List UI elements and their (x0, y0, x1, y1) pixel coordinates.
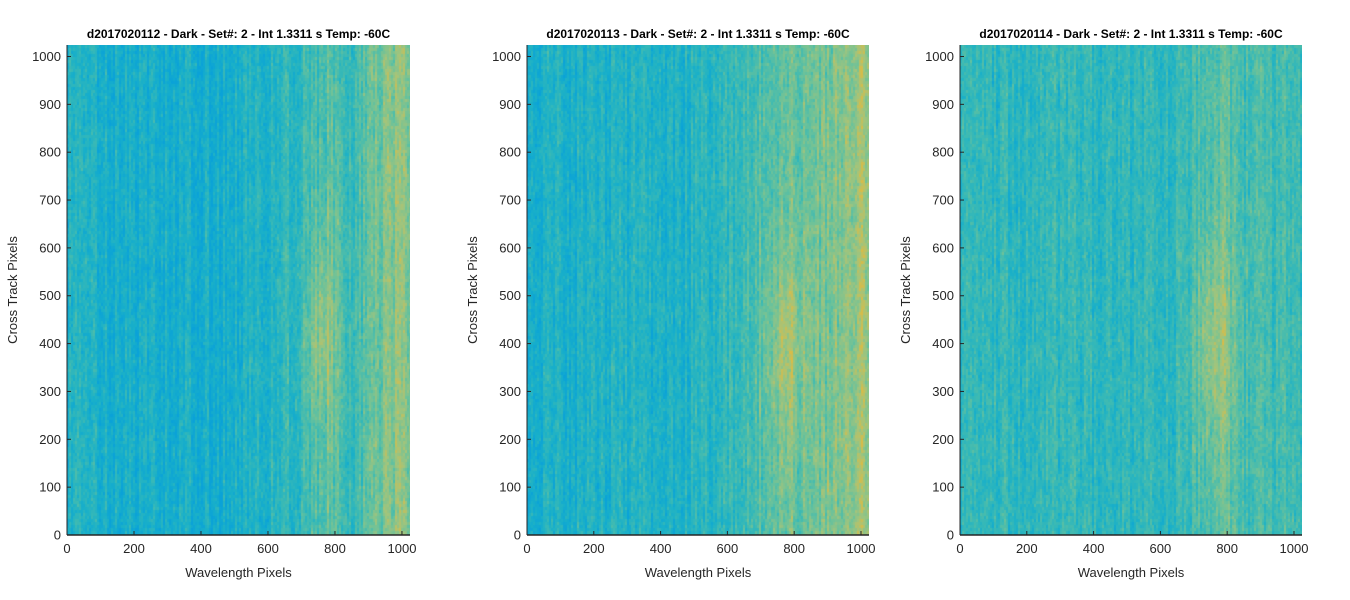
y-tick-label: 200 (39, 432, 61, 447)
y-tick-label: 0 (514, 528, 521, 543)
y-axis-label: Cross Track Pixels (898, 236, 913, 344)
heatmap-image (67, 45, 410, 535)
y-tick-label: 700 (39, 193, 61, 208)
y-tick-label: 800 (39, 145, 61, 160)
y-tick-label: 500 (39, 288, 61, 303)
x-axis-label: Wavelength Pixels (1078, 565, 1185, 580)
chart-panel-2: 0 200 400 600 800 1000 0 100 200 300 400 500 600 700 8… (465, 27, 875, 580)
x-tick-label: 800 (324, 541, 346, 556)
x-tick-label: 600 (257, 541, 279, 556)
y-tick-label: 500 (499, 288, 521, 303)
y-tick-label: 300 (39, 384, 61, 399)
y-tick-label: 200 (499, 432, 521, 447)
y-tick-label: 600 (932, 240, 954, 255)
chart-title: d2017020114 - Dark - Set#: 2 - Int 1.331… (979, 27, 1283, 41)
y-tick-label: 100 (499, 480, 521, 495)
y-tick-label: 800 (932, 145, 954, 160)
y-tick-label: 500 (932, 288, 954, 303)
y-tick-label: 600 (499, 240, 521, 255)
x-tick-label: 600 (1150, 541, 1172, 556)
y-tick-label: 900 (499, 97, 521, 112)
x-axis-label: Wavelength Pixels (185, 565, 292, 580)
y-tick-label: 700 (499, 193, 521, 208)
x-tick-label: 0 (956, 541, 963, 556)
y-tick-label: 200 (932, 432, 954, 447)
x-tick-label: 600 (717, 541, 739, 556)
x-tick-label: 200 (123, 541, 145, 556)
x-tick-label: 400 (190, 541, 212, 556)
y-tick-label: 1000 (925, 49, 954, 64)
heatmap-image (527, 45, 869, 535)
y-tick-label: 400 (39, 336, 61, 351)
x-tick-label: 200 (583, 541, 605, 556)
y-tick-label: 1000 (32, 49, 61, 64)
chart-panel-3: 0 200 400 600 800 1000 0 100 200 300 400 500 600 700 8… (898, 27, 1308, 580)
y-tick-label: 100 (39, 480, 61, 495)
y-tick-label: 0 (947, 528, 954, 543)
heatmap-image (960, 45, 1302, 535)
x-tick-label: 200 (1016, 541, 1038, 556)
chart-title: d2017020113 - Dark - Set#: 2 - Int 1.331… (546, 27, 850, 41)
y-tick-label: 400 (932, 336, 954, 351)
y-tick-label: 600 (39, 240, 61, 255)
y-tick-label: 400 (499, 336, 521, 351)
y-tick-label: 700 (932, 193, 954, 208)
x-tick-label: 1000 (388, 541, 417, 556)
y-tick-label: 1000 (492, 49, 521, 64)
x-axis-label: Wavelength Pixels (645, 565, 752, 580)
x-tick-label: 1000 (1280, 541, 1309, 556)
x-tick-label: 800 (1216, 541, 1238, 556)
x-tick-label: 400 (1083, 541, 1105, 556)
chart-panel-1: 0 200 400 600 800 1000 0 100 200 300 400 500 600 700 8… (5, 27, 416, 580)
y-tick-label: 100 (932, 480, 954, 495)
x-tick-label: 1000 (847, 541, 876, 556)
x-tick-label: 800 (783, 541, 805, 556)
chart-title: d2017020112 - Dark - Set#: 2 - Int 1.331… (87, 27, 391, 41)
y-tick-label: 300 (499, 384, 521, 399)
y-tick-label: 800 (499, 145, 521, 160)
y-tick-label: 300 (932, 384, 954, 399)
y-tick-label: 900 (932, 97, 954, 112)
y-axis-label: Cross Track Pixels (465, 236, 480, 344)
x-tick-label: 0 (523, 541, 530, 556)
x-tick-label: 400 (650, 541, 672, 556)
y-tick-label: 0 (54, 528, 61, 543)
y-axis-label: Cross Track Pixels (5, 236, 20, 344)
y-tick-label: 900 (39, 97, 61, 112)
x-tick-label: 0 (63, 541, 70, 556)
